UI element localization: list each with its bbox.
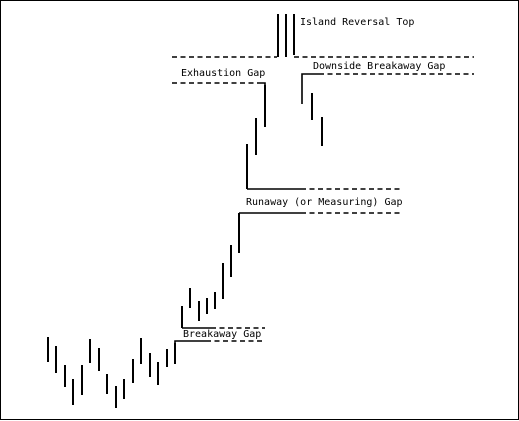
price-bars-base — [47, 337, 176, 408]
runaway-gap-label: Runaway (or Measuring) Gap — [246, 197, 403, 208]
runaway-gap-marker — [239, 188, 403, 214]
price-bars-advance — [181, 213, 240, 328]
downside-gap-lower-bracket — [301, 73, 319, 104]
downside-breakaway-gap-marker — [294, 56, 474, 104]
price-bars-climax — [246, 85, 266, 189]
breakaway-gap-marker — [174, 327, 265, 343]
island-bars — [277, 14, 295, 57]
island-reversal-top-label: Island Reversal Top — [300, 17, 414, 28]
downside-breakaway-gap-label: Downside Breakaway Gap — [313, 61, 445, 72]
exhaustion-gap-marker — [172, 56, 277, 85]
exhaustion-gap-label: Exhaustion Gap — [181, 68, 265, 79]
breakaway-gap-lower-bracket — [174, 340, 206, 343]
breakaway-gap-label: Breakaway Gap — [183, 329, 261, 340]
exhaustion-gap-lower-bracket — [259, 82, 266, 85]
price-bars-decline — [311, 93, 323, 146]
